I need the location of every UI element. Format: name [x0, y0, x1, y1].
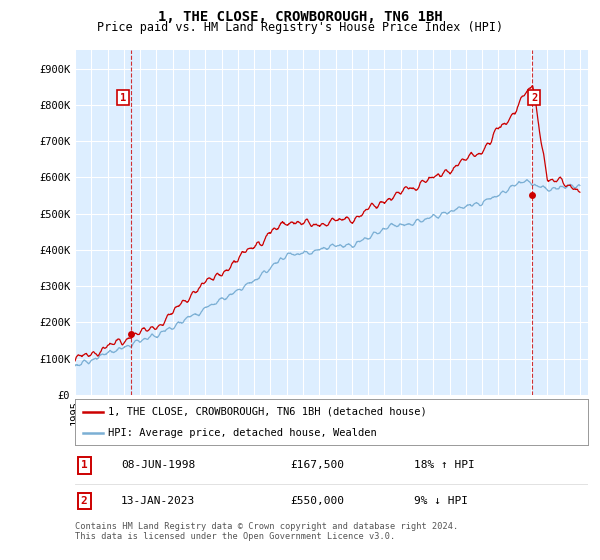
Text: 1, THE CLOSE, CROWBOROUGH, TN6 1BH: 1, THE CLOSE, CROWBOROUGH, TN6 1BH — [158, 10, 442, 24]
Text: 2: 2 — [81, 496, 88, 506]
Text: Price paid vs. HM Land Registry's House Price Index (HPI): Price paid vs. HM Land Registry's House … — [97, 21, 503, 34]
Text: £550,000: £550,000 — [290, 496, 344, 506]
Text: 1: 1 — [81, 460, 88, 470]
Text: 1, THE CLOSE, CROWBOROUGH, TN6 1BH (detached house): 1, THE CLOSE, CROWBOROUGH, TN6 1BH (deta… — [109, 407, 427, 417]
Text: £167,500: £167,500 — [290, 460, 344, 470]
Text: 2: 2 — [531, 92, 537, 102]
Text: Contains HM Land Registry data © Crown copyright and database right 2024.
This d: Contains HM Land Registry data © Crown c… — [75, 522, 458, 542]
Text: 08-JUN-1998: 08-JUN-1998 — [121, 460, 196, 470]
Text: 1: 1 — [120, 92, 126, 102]
Text: 18% ↑ HPI: 18% ↑ HPI — [413, 460, 475, 470]
Text: 13-JAN-2023: 13-JAN-2023 — [121, 496, 196, 506]
Text: 9% ↓ HPI: 9% ↓ HPI — [413, 496, 467, 506]
Text: HPI: Average price, detached house, Wealden: HPI: Average price, detached house, Weal… — [109, 428, 377, 438]
